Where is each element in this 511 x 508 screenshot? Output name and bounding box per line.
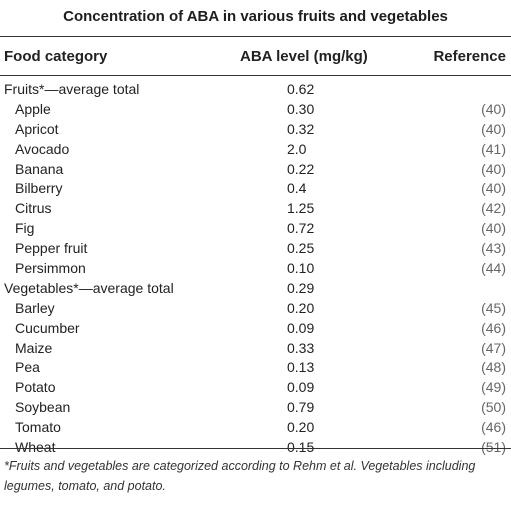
table-row: Banana 0.22 (40): [0, 159, 511, 179]
cell-food-category: Banana: [15, 160, 64, 177]
cell-reference: (46): [481, 319, 506, 336]
cell-aba-level: 0.15: [287, 439, 315, 456]
cell-aba-level: 0.13: [287, 359, 315, 376]
cell-reference: (43): [481, 240, 506, 257]
bottom-rule: [0, 448, 511, 449]
cell-food-category: Pea: [15, 359, 40, 376]
cell-aba-level: 1.25: [287, 200, 315, 217]
cell-food-category: Wheat: [15, 439, 56, 456]
table-row: Fig 0.72 (40): [0, 218, 511, 238]
table-row: Barley 0.20 (45): [0, 298, 511, 318]
table-title: Concentration of ABA in various fruits a…: [63, 8, 448, 25]
cell-reference: (50): [481, 399, 506, 416]
cell-reference: (44): [481, 260, 506, 277]
cell-food-category: Tomato: [15, 419, 61, 436]
cell-food-category: Avocado: [15, 140, 70, 157]
table-row: Apple 0.30 (40): [0, 99, 511, 119]
cell-food-category: Cucumber: [15, 319, 80, 336]
cell-reference: (48): [481, 359, 506, 376]
table-row: Cucumber 0.09 (46): [0, 318, 511, 338]
cell-aba-level: 0.62: [287, 81, 315, 97]
cell-food-category: Vegetables*—average total: [4, 279, 174, 296]
top-rule: [0, 36, 511, 37]
cell-aba-level: 0.79: [287, 399, 315, 416]
cell-reference: (40): [481, 220, 506, 237]
table-row: Fruits*—average total 0.62: [0, 79, 511, 99]
cell-aba-level: 0.30: [287, 100, 315, 117]
table-body: Fruits*—average total 0.62 Apple 0.30 (40) Ap…: [0, 79, 511, 457]
table-row: Bilberry 0.4 (40): [0, 178, 511, 198]
cell-aba-level: 0.4: [287, 180, 307, 197]
cell-aba-level: 0.20: [287, 299, 315, 316]
cell-aba-level: 0.72: [287, 220, 315, 237]
cell-reference: (40): [481, 120, 506, 137]
table-row: Persimmon 0.10 (44): [0, 258, 511, 278]
cell-food-category: Fig: [15, 220, 35, 237]
cell-food-category: Bilberry: [15, 180, 63, 197]
table-row: Potato 0.09 (49): [0, 377, 511, 397]
table-row: Avocado 2.0 (41): [0, 139, 511, 159]
cell-reference: (42): [481, 200, 506, 217]
cell-food-category: Citrus: [15, 200, 52, 217]
cell-aba-level: 0.09: [287, 379, 315, 396]
cell-aba-level: 0.20: [287, 419, 315, 436]
table-row: Tomato 0.20 (46): [0, 417, 511, 437]
cell-aba-level: 0.22: [287, 160, 315, 177]
cell-reference: (51): [481, 439, 506, 456]
cell-food-category: Soybean: [15, 399, 71, 416]
cell-aba-level: 2.0: [287, 140, 307, 157]
header-aba-level: ABA level (mg/kg): [240, 48, 368, 65]
table-row: Vegetables*—average total 0.29: [0, 278, 511, 298]
table-row: Maize 0.33 (47): [0, 338, 511, 358]
cell-food-category: Persimmon: [15, 260, 86, 277]
cell-reference: (45): [481, 299, 506, 316]
table-header-row: Food category ABA level (mg/kg) Referenc…: [0, 38, 511, 74]
cell-aba-level: 0.29: [287, 279, 315, 296]
table-row: Apricot 0.32 (40): [0, 119, 511, 139]
header-food-category: Food category: [4, 48, 108, 65]
cell-aba-level: 0.25: [287, 240, 315, 257]
cell-food-category: Maize: [15, 339, 53, 356]
cell-food-category: Apple: [15, 100, 51, 117]
cell-reference: (40): [481, 160, 506, 177]
cell-reference: (41): [481, 140, 506, 157]
cell-food-category: Fruits*—average total: [4, 81, 140, 97]
table-row: Wheat 0.15 (51): [0, 437, 511, 457]
table-row: Soybean 0.79 (50): [0, 397, 511, 417]
cell-reference: (40): [481, 100, 506, 117]
table-row: Pepper fruit 0.25 (43): [0, 238, 511, 258]
table-row: Citrus 1.25 (42): [0, 198, 511, 218]
table-row: Pea 0.13 (48): [0, 357, 511, 377]
cell-food-category: Potato: [15, 379, 56, 396]
cell-food-category: Pepper fruit: [15, 240, 88, 257]
table-footnote: *Fruits and vegetables are categorized a…: [4, 459, 476, 493]
cell-reference: (46): [481, 419, 506, 436]
header-rule: [0, 75, 511, 76]
cell-food-category: Apricot: [15, 120, 59, 137]
cell-aba-level: 0.09: [287, 319, 315, 336]
cell-food-category: Barley: [15, 299, 55, 316]
cell-reference: (40): [481, 180, 506, 197]
cell-reference: (47): [481, 339, 506, 356]
cell-aba-level: 0.10: [287, 260, 315, 277]
cell-aba-level: 0.33: [287, 339, 315, 356]
cell-reference: (49): [481, 379, 506, 396]
header-reference: Reference: [433, 48, 506, 65]
cell-aba-level: 0.32: [287, 120, 315, 137]
